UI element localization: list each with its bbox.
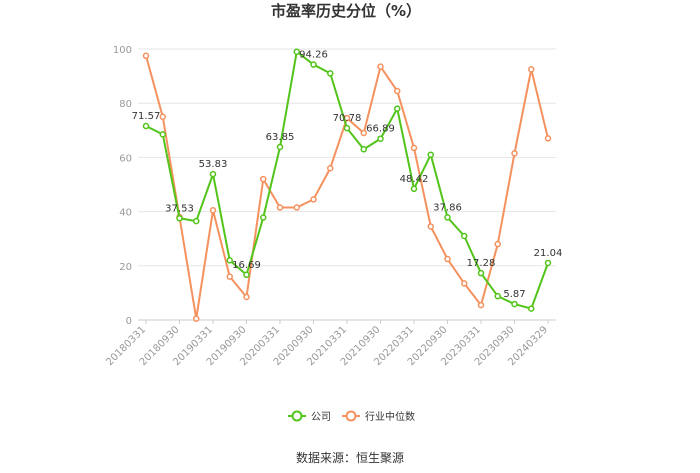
data-label: 71.57 [132, 111, 161, 122]
data-point-company[interactable] [494, 292, 501, 300]
data-point-company[interactable] [159, 131, 166, 138]
data-label: 94.26 [299, 50, 328, 61]
data-label: 5.87 [503, 289, 525, 300]
data-point-company[interactable] [511, 300, 518, 308]
y-tick-label: 40 [119, 208, 132, 219]
data-point-industry-median[interactable] [427, 223, 434, 230]
legend-item-company[interactable]: 公司 [288, 410, 331, 424]
y-tick-label: 80 [119, 99, 132, 110]
data-point-company[interactable] [243, 271, 250, 279]
data-point-company[interactable] [410, 185, 418, 193]
y-tick-label: 0 [126, 316, 132, 327]
chart-title: 市盈率历史分位（%） [271, 2, 421, 20]
x-axis: 2018033120180930201903312019093020200331… [104, 320, 550, 368]
data-point-company[interactable] [544, 259, 552, 267]
data-point-industry-median[interactable] [528, 66, 535, 73]
data-point-company[interactable] [327, 70, 334, 77]
data-point-company[interactable] [176, 215, 183, 222]
data-point-industry-median[interactable] [394, 87, 401, 95]
data-label: 37.86 [433, 202, 462, 213]
data-point-company[interactable] [394, 105, 401, 112]
data-point-industry-median[interactable] [477, 301, 485, 309]
y-tick-label: 100 [113, 45, 132, 56]
data-point-company[interactable] [142, 122, 150, 130]
data-point-industry-median[interactable] [293, 204, 300, 211]
data-point-industry-median[interactable] [377, 63, 384, 70]
data-point-industry-median[interactable] [327, 164, 334, 172]
series-line-company [145, 50, 549, 310]
series-group [142, 48, 552, 322]
legend-company-label: 公司 [311, 412, 331, 423]
data-point-company[interactable] [276, 143, 284, 151]
data-point-industry-median[interactable] [360, 129, 367, 137]
data-point-company[interactable] [310, 61, 317, 68]
y-tick-label: 20 [119, 262, 132, 273]
data-point-industry-median[interactable] [310, 196, 317, 203]
data-point-industry-median[interactable] [544, 135, 552, 142]
data-point-industry-median[interactable] [142, 52, 150, 60]
grid-lines [138, 48, 556, 321]
legend-company-marker [291, 410, 303, 422]
data-point-industry-median[interactable] [511, 150, 518, 157]
data-point-company[interactable] [293, 48, 300, 55]
data-point-company[interactable] [427, 151, 434, 158]
data-point-industry-median[interactable] [260, 175, 267, 183]
data-point-company[interactable] [444, 214, 451, 221]
data-point-industry-median[interactable] [226, 273, 233, 280]
data-point-company[interactable] [377, 135, 384, 142]
data-point-industry-median[interactable] [444, 255, 451, 263]
data-point-company[interactable] [477, 269, 485, 277]
data-point-company[interactable] [461, 232, 468, 240]
data-point-industry-median[interactable] [410, 144, 418, 152]
data-point-industry-median[interactable] [193, 315, 200, 322]
data-point-company[interactable] [343, 124, 351, 132]
data-point-company[interactable] [193, 217, 200, 225]
data-point-company[interactable] [360, 146, 367, 153]
data-label: 17.28 [467, 258, 496, 269]
y-tick-label: 60 [119, 153, 132, 164]
series-line-industry-median [145, 55, 549, 320]
data-point-industry-median[interactable] [243, 293, 250, 301]
data-label: 48.42 [400, 174, 429, 185]
legend-item-industry-median[interactable]: 行业中位数 [342, 410, 415, 423]
source-note: 数据来源：恒生聚源 [296, 450, 404, 465]
data-label: 53.83 [199, 159, 228, 170]
data-label: 21.04 [534, 248, 563, 259]
data-label: 70.78 [333, 113, 362, 124]
legend: 公司 行业中位数 [288, 410, 415, 423]
data-label: 16.69 [232, 260, 261, 271]
data-point-company[interactable] [226, 257, 233, 264]
data-point-industry-median[interactable] [159, 113, 166, 120]
y-axis: 0 20 40 60 80 100 [113, 45, 132, 327]
data-point-company[interactable] [528, 305, 535, 312]
data-point-industry-median[interactable] [494, 240, 501, 248]
data-label: 63.85 [266, 132, 295, 143]
data-point-company[interactable] [260, 214, 267, 221]
legend-industry-marker [345, 410, 357, 422]
data-point-industry-median[interactable] [276, 204, 284, 211]
data-point-industry-median[interactable] [209, 206, 217, 214]
data-label: 37.53 [165, 203, 194, 214]
data-point-company[interactable] [209, 170, 217, 178]
legend-industry-label: 行业中位数 [365, 410, 415, 423]
data-label: 66.89 [366, 124, 395, 135]
data-labels: 71.57 37.53 53.83 16.69 63.85 94.26 70.78 66.89… [132, 50, 563, 301]
data-point-industry-median[interactable] [461, 280, 468, 287]
